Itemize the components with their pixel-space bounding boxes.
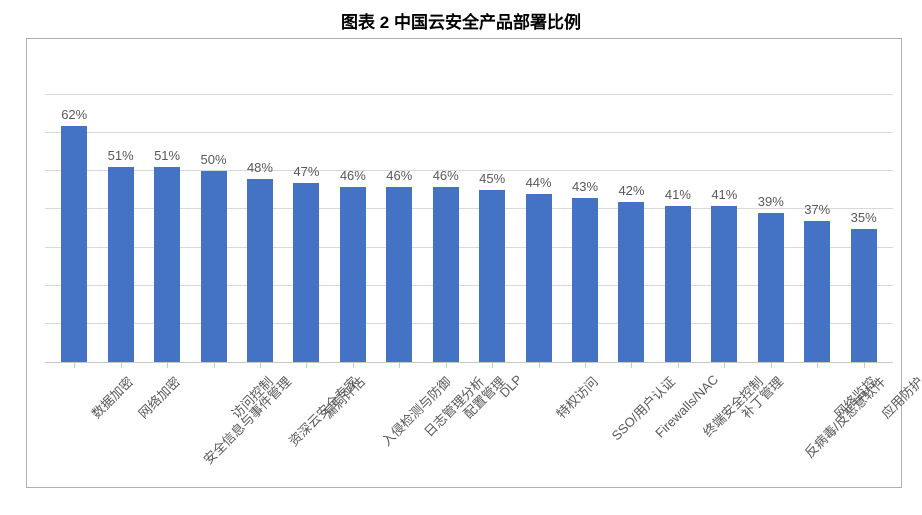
bar [154,167,180,362]
bar [851,229,877,363]
bar [61,126,87,362]
x-tick [167,363,168,368]
bar-value-label: 41% [655,187,701,202]
x-label-slot: 反病毒/反恶意软件 [748,363,794,487]
x-label-slot: 网络监控 [794,363,840,487]
x-axis: 数据加密网络加密安全信息与事件管理访问控制资深云安全专家漏洞评估入侵检测与防御日… [45,363,893,487]
bar-value-label: 45% [469,171,515,186]
x-label-slot: DLP [469,363,515,487]
bar-slot: 39% [748,95,794,362]
x-label-slot: 补丁管理 [701,363,747,487]
bars-group: 62%51%51%50%48%47%46%46%46%45%44%43%42%4… [45,95,893,362]
bar-value-label: 44% [515,175,561,190]
x-tick [214,363,215,368]
bar-value-label: 42% [608,183,654,198]
x-tick [399,363,400,368]
bar-value-label: 46% [330,168,376,183]
bar [201,171,227,362]
x-tick [306,363,307,368]
bar [572,198,598,362]
x-label-slot: 安全信息与事件管理 [144,363,190,487]
bar-slot: 45% [469,95,515,362]
x-tick [353,363,354,368]
chart-title: 图表 2 中国云安全产品部署比例 [0,0,922,34]
x-tick [260,363,261,368]
bar [386,187,412,362]
x-tick [771,363,772,368]
x-label-slot: 应用防护 [840,363,886,487]
x-tick [631,363,632,368]
bar-value-label: 35% [840,210,886,225]
bar-slot: 48% [237,95,283,362]
bar-value-label: 51% [144,148,190,163]
x-label-slot: 终端安全控制 [655,363,701,487]
x-tick [121,363,122,368]
bar-slot: 44% [515,95,561,362]
x-tick [585,363,586,368]
bar-value-label: 48% [237,160,283,175]
bar [526,194,552,362]
bar-value-label: 39% [748,194,794,209]
bar-slot: 51% [97,95,143,362]
bar [804,221,830,362]
bar-slot: 47% [283,95,329,362]
plot-area: 62%51%51%50%48%47%46%46%46%45%44%43%42%4… [45,95,893,363]
x-label-slot: 入侵检测与防御 [330,363,376,487]
x-tick [864,363,865,368]
x-label: 应用防护 [879,369,922,419]
bar-value-label: 37% [794,202,840,217]
x-tick [678,363,679,368]
bar-value-label: 41% [701,187,747,202]
bar-slot: 46% [423,95,469,362]
x-label-slot: 日志管理分析 [376,363,422,487]
bar-value-label: 43% [562,179,608,194]
bar-value-label: 46% [423,168,469,183]
bar-value-label: 46% [376,168,422,183]
bar-value-label: 51% [97,148,143,163]
bar-slot: 50% [190,95,236,362]
chart-box: 62%51%51%50%48%47%46%46%46%45%44%43%42%4… [26,38,902,488]
x-label-slot: SSO/用户认证 [562,363,608,487]
x-label-slot: 访问控制 [190,363,236,487]
bar [665,206,691,362]
x-tick [539,363,540,368]
x-label-slot: 数据加密 [51,363,97,487]
bar-slot: 35% [840,95,886,362]
bar [479,190,505,362]
bar-slot: 37% [794,95,840,362]
bar-value-label: 62% [51,107,97,122]
x-tick [446,363,447,368]
x-label-slot: Firewalls/NAC [608,363,654,487]
x-tick [817,363,818,368]
x-label-slot: 特权访问 [515,363,561,487]
x-tick [724,363,725,368]
x-tick [74,363,75,368]
bar [758,213,784,362]
bar [340,187,366,362]
x-tick [492,363,493,368]
bar [247,179,273,362]
bar-slot: 62% [51,95,97,362]
x-label-slot: 网络加密 [97,363,143,487]
bar-value-label: 50% [190,152,236,167]
bar [293,183,319,362]
bar-slot: 43% [562,95,608,362]
bar [618,202,644,362]
x-label-slot: 资深云安全专家 [237,363,283,487]
chart-container: 图表 2 中国云安全产品部署比例 62%51%51%50%48%47%46%46… [0,0,922,515]
bar-slot: 51% [144,95,190,362]
bar-value-label: 47% [283,164,329,179]
x-label-slot: 漏洞评估 [283,363,329,487]
bar-slot: 46% [330,95,376,362]
bar [711,206,737,362]
bar [433,187,459,362]
bar-slot: 42% [608,95,654,362]
bar-slot: 46% [376,95,422,362]
bar-slot: 41% [701,95,747,362]
bar-slot: 41% [655,95,701,362]
bar [108,167,134,362]
x-label-slot: 配置管理 [423,363,469,487]
